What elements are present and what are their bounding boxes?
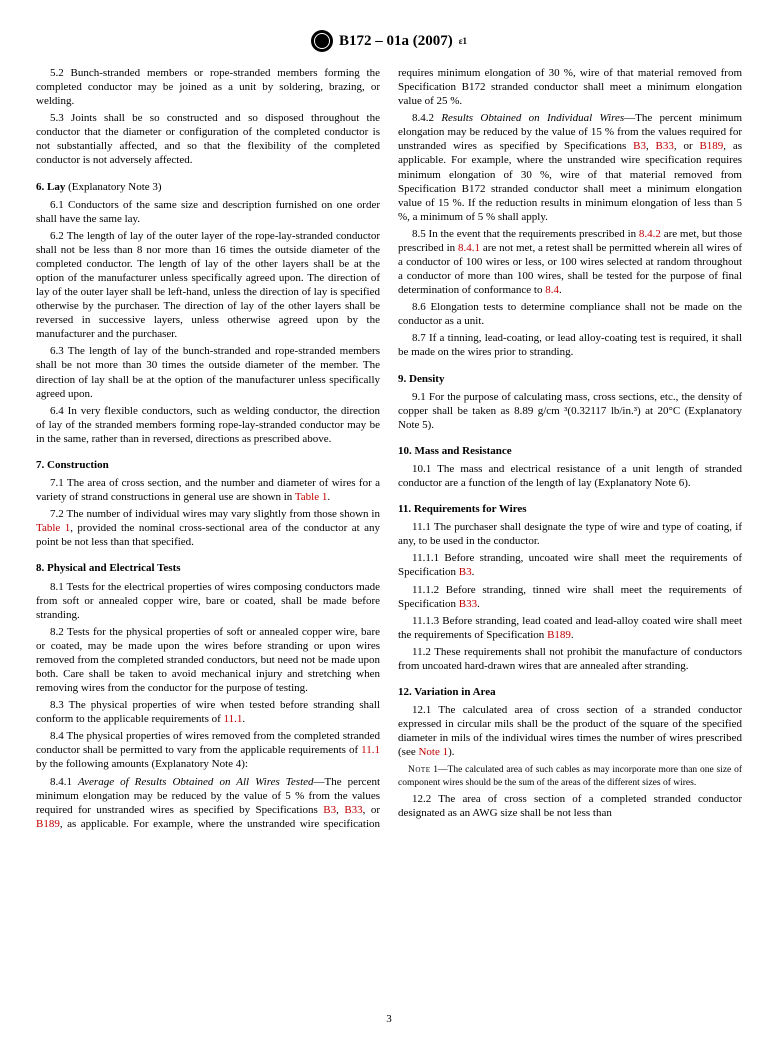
para-11-1: 11.1 The purchaser shall designate the t… [398, 520, 742, 548]
para-12-2: 12.2 The area of cross section of a comp… [398, 792, 742, 820]
para-8-4: 8.4 The physical properties of wires rem… [36, 729, 380, 771]
section-10-head: 10. Mass and Resistance [398, 444, 742, 458]
para-6-3: 6.3 The length of lay of the bunch-stran… [36, 344, 380, 400]
para-5-2: 5.2 Bunch-stranded members or rope-stran… [36, 66, 380, 108]
para-8-3: 8.3 The physical properties of wire when… [36, 698, 380, 726]
page-number: 3 [386, 1013, 392, 1025]
para-5-3: 5.3 Joints shall be so constructed and s… [36, 111, 380, 167]
para-6-2: 6.2 The length of lay of the outer layer… [36, 229, 380, 342]
ref-b3[interactable]: B3 [633, 140, 646, 152]
ref-11-1[interactable]: 11.1 [361, 744, 380, 756]
ref-b33[interactable]: B33 [344, 804, 362, 816]
section-12-head: 12. Variation in Area [398, 685, 742, 699]
para-6-4: 6.4 In very flexible conductors, such as… [36, 404, 380, 446]
para-11-1-2: 11.1.2 Before stranding, tinned wire sha… [398, 583, 742, 611]
para-8-5: 8.5 In the event that the requirements p… [398, 227, 742, 297]
para-8-6: 8.6 Elongation tests to determine compli… [398, 300, 742, 328]
astm-logo-icon [311, 30, 333, 52]
page: B172 – 01a (2007) ε1 5.2 Bunch-stranded m… [0, 0, 778, 1041]
para-7-1: 7.1 The area of cross section, and the n… [36, 476, 380, 504]
ref-b3[interactable]: B3 [459, 566, 472, 578]
para-6-1: 6.1 Conductors of the same size and desc… [36, 198, 380, 226]
section-8-head: 8. Physical and Electrical Tests [36, 561, 380, 575]
para-10-1: 10.1 The mass and electrical resistance … [398, 462, 742, 490]
table-1-ref[interactable]: Table 1 [295, 491, 328, 503]
para-7-2: 7.2 The number of individual wires may v… [36, 507, 380, 549]
ref-8-4-2[interactable]: 8.4.2 [639, 228, 661, 240]
ref-b3[interactable]: B3 [323, 804, 336, 816]
ref-b33[interactable]: B33 [459, 598, 477, 610]
section-6-head: 6. Lay (Explanatory Note 3) [36, 180, 380, 194]
para-9-1: 9.1 For the purpose of calculating mass,… [398, 390, 742, 432]
para-12-1: 12.1 The calculated area of cross sectio… [398, 703, 742, 759]
ref-b189[interactable]: B189 [699, 140, 723, 152]
section-7-head: 7. Construction [36, 458, 380, 472]
ref-8-4-1[interactable]: 8.4.1 [458, 242, 480, 254]
para-8-4-2: 8.4.2 Results Obtained on Individual Wir… [398, 111, 742, 224]
ref-b189[interactable]: B189 [547, 629, 571, 641]
para-8-2: 8.2 Tests for the physical properties of… [36, 625, 380, 695]
doc-header: B172 – 01a (2007) ε1 [36, 30, 742, 52]
section-11-head: 11. Requirements for Wires [398, 502, 742, 516]
para-11-1-3: 11.1.3 Before stranding, lead coated and… [398, 614, 742, 642]
para-11-1-1: 11.1.1 Before stranding, uncoated wire s… [398, 551, 742, 579]
note-1: Note 1—The calculated area of such cable… [398, 764, 742, 788]
ref-8-4[interactable]: 8.4 [545, 284, 559, 296]
ref-b189[interactable]: B189 [36, 818, 60, 830]
two-column-body: 5.2 Bunch-stranded members or rope-stran… [36, 66, 742, 831]
para-11-2: 11.2 These requirements shall not prohib… [398, 645, 742, 673]
para-8-1: 8.1 Tests for the electrical properties … [36, 580, 380, 622]
ref-note-1[interactable]: Note 1 [418, 746, 448, 758]
epsilon-sup: ε1 [459, 36, 467, 46]
table-1-ref[interactable]: Table 1 [36, 522, 70, 534]
ref-b33[interactable]: B33 [656, 140, 674, 152]
section-9-head: 9. Density [398, 372, 742, 386]
para-8-7: 8.7 If a tinning, lead-coating, or lead … [398, 331, 742, 359]
standard-number: B172 – 01a (2007) [339, 33, 453, 50]
ref-11-1[interactable]: 11.1 [224, 713, 243, 725]
